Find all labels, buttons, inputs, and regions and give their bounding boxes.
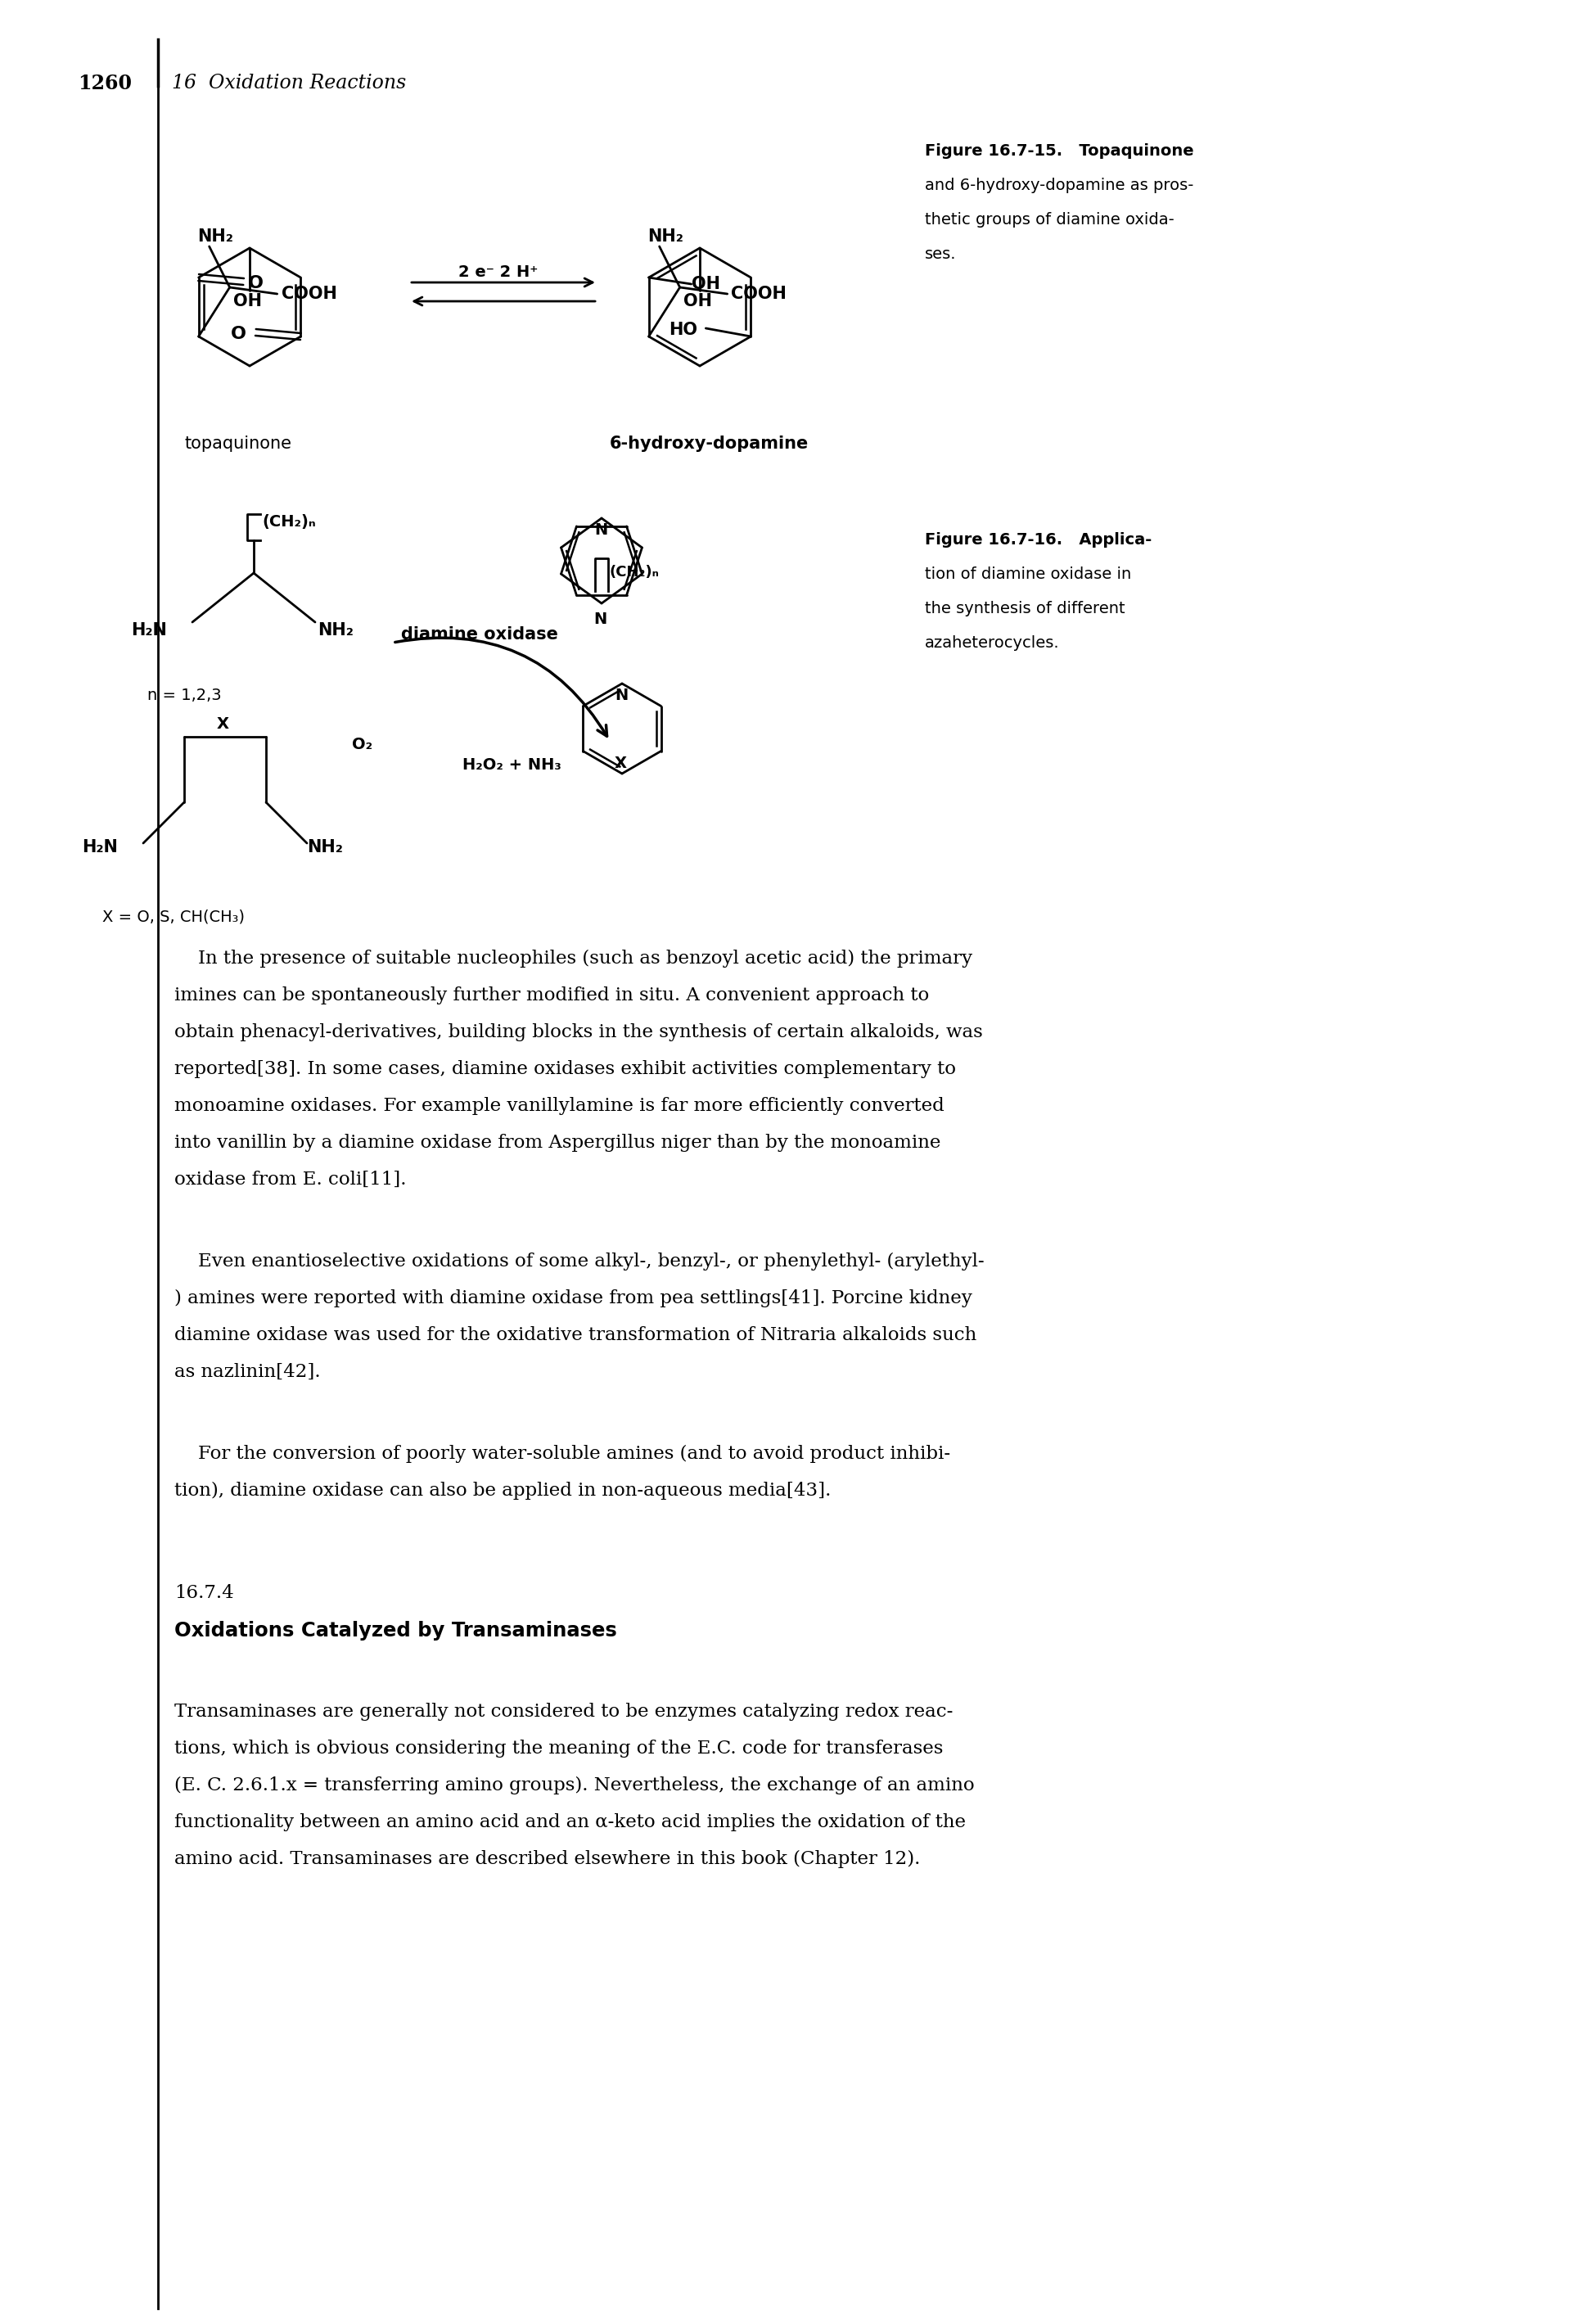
Text: N: N xyxy=(594,522,608,538)
Text: COOH: COOH xyxy=(731,285,787,302)
Text: X: X xyxy=(614,756,627,770)
Text: reported[38]. In some cases, diamine oxidases exhibit activities complementary t: reported[38]. In some cases, diamine oxi… xyxy=(174,1060,956,1079)
Text: (E. C. 2.6.1.x = transferring amino groups). Nevertheless, the exchange of an am: (E. C. 2.6.1.x = transferring amino grou… xyxy=(174,1777,975,1793)
Text: 16  Oxidation Reactions: 16 Oxidation Reactions xyxy=(172,74,405,93)
Text: H₂N: H₂N xyxy=(81,840,118,856)
Text: and 6-hydroxy-dopamine as pros-: and 6-hydroxy-dopamine as pros- xyxy=(924,179,1194,193)
Text: COOH: COOH xyxy=(281,285,337,302)
Text: OH: OH xyxy=(683,292,712,309)
Text: For the conversion of poorly water-soluble amines (and to avoid product inhibi-: For the conversion of poorly water-solub… xyxy=(174,1445,950,1464)
Text: OH: OH xyxy=(233,292,262,309)
Text: H₂N: H₂N xyxy=(131,622,168,638)
Text: diamine oxidase was used for the oxidative transformation of Nitraria alkaloids : diamine oxidase was used for the oxidati… xyxy=(174,1327,977,1343)
Text: 16.7.4: 16.7.4 xyxy=(174,1585,235,1603)
Text: into vanillin by a diamine oxidase from Aspergillus niger than by the monoamine: into vanillin by a diamine oxidase from … xyxy=(174,1134,940,1151)
Text: azaheterocycles.: azaheterocycles. xyxy=(924,636,1060,652)
Text: HO: HO xyxy=(669,322,697,339)
Text: O: O xyxy=(247,276,263,292)
Text: O₂: O₂ xyxy=(353,738,372,752)
Text: diamine oxidase: diamine oxidase xyxy=(401,626,559,643)
Text: topaquinone: topaquinone xyxy=(184,436,292,452)
Text: (CH₂)ₙ: (CH₂)ₙ xyxy=(262,515,316,529)
Text: N: N xyxy=(594,612,606,626)
Text: obtain phenacyl-derivatives, building blocks in the synthesis of certain alkaloi: obtain phenacyl-derivatives, building bl… xyxy=(174,1023,983,1042)
Text: X = O, S, CH(CH₃): X = O, S, CH(CH₃) xyxy=(102,909,244,923)
Text: N: N xyxy=(614,687,627,703)
Text: H₂O₂ + NH₃: H₂O₂ + NH₃ xyxy=(463,756,562,773)
Text: X: X xyxy=(217,717,230,731)
Text: NH₂: NH₂ xyxy=(646,227,683,246)
Text: oxidase from E. coli[11].: oxidase from E. coli[11]. xyxy=(174,1172,407,1188)
Text: 2 e⁻ 2 H⁺: 2 e⁻ 2 H⁺ xyxy=(458,264,538,281)
Text: OH: OH xyxy=(691,276,720,292)
Text: thetic groups of diamine oxida-: thetic groups of diamine oxida- xyxy=(924,211,1175,227)
Text: the synthesis of different: the synthesis of different xyxy=(924,601,1125,617)
Text: (CH₂)ₙ: (CH₂)ₙ xyxy=(610,564,659,580)
Text: NH₂: NH₂ xyxy=(196,227,233,246)
Text: tion of diamine oxidase in: tion of diamine oxidase in xyxy=(924,566,1132,582)
Text: as nazlinin[42].: as nazlinin[42]. xyxy=(174,1364,321,1380)
Text: Oxidations Catalyzed by Transaminases: Oxidations Catalyzed by Transaminases xyxy=(174,1622,618,1640)
Text: monoamine oxidases. For example vanillylamine is far more efficiently converted: monoamine oxidases. For example vanillyl… xyxy=(174,1097,945,1116)
Text: NH₂: NH₂ xyxy=(318,622,353,638)
Text: 1260: 1260 xyxy=(78,74,132,93)
Text: ses.: ses. xyxy=(924,246,956,262)
Text: tion), diamine oxidase can also be applied in non-aqueous media[43].: tion), diamine oxidase can also be appli… xyxy=(174,1482,832,1499)
Text: n = 1,2,3: n = 1,2,3 xyxy=(147,687,222,703)
Text: Figure 16.7-16.   Applica-: Figure 16.7-16. Applica- xyxy=(924,531,1152,548)
Text: imines can be spontaneously further modified in situ. A convenient approach to: imines can be spontaneously further modi… xyxy=(174,986,929,1005)
Text: functionality between an amino acid and an α-keto acid implies the oxidation of : functionality between an amino acid and … xyxy=(174,1814,966,1830)
Text: Even enantioselective oxidations of some alkyl-, benzyl-, or phenylethyl- (aryle: Even enantioselective oxidations of some… xyxy=(174,1253,985,1271)
Text: O: O xyxy=(231,325,247,341)
Text: In the presence of suitable nucleophiles (such as benzoyl acetic acid) the prima: In the presence of suitable nucleophiles… xyxy=(174,949,972,967)
Text: 6-hydroxy-dopamine: 6-hydroxy-dopamine xyxy=(610,436,809,452)
Text: amino acid. Transaminases are described elsewhere in this book (Chapter 12).: amino acid. Transaminases are described … xyxy=(174,1849,921,1868)
Text: Transaminases are generally not considered to be enzymes catalyzing redox reac-: Transaminases are generally not consider… xyxy=(174,1703,953,1721)
Text: tions, which is obvious considering the meaning of the E.C. code for transferase: tions, which is obvious considering the … xyxy=(174,1740,943,1759)
Text: Figure 16.7-15.   Topaquinone: Figure 16.7-15. Topaquinone xyxy=(924,144,1194,158)
Text: ) amines were reported with diamine oxidase from pea settlings[41]. Porcine kidn: ) amines were reported with diamine oxid… xyxy=(174,1290,972,1308)
Text: NH₂: NH₂ xyxy=(306,840,343,856)
